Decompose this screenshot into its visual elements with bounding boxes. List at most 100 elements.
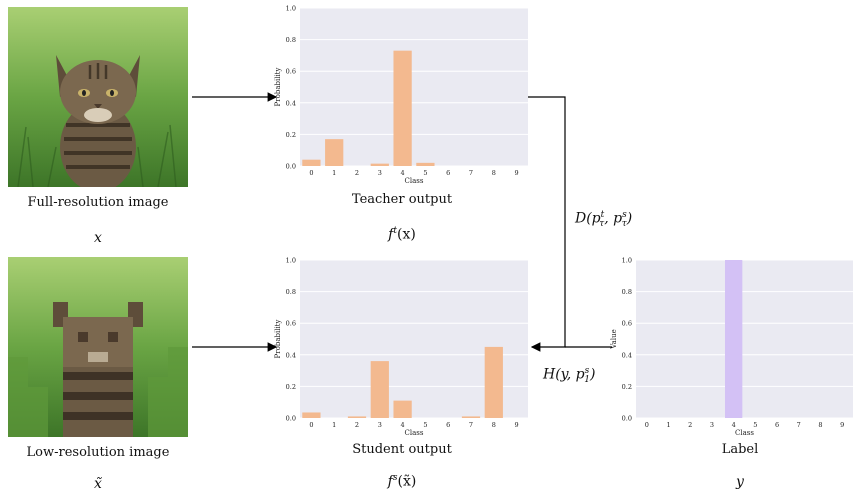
full-image-caption: Full-resolution image [27,195,169,210]
label-xtick-label: 6 [775,421,779,429]
ce-end: ) [589,366,596,383]
teacher-sup: t [393,226,397,236]
teacher-ylabel: Probability [274,68,282,107]
teacher-bar-3 [370,163,389,166]
student-bar-3 [370,361,389,418]
student-xtick-label: 2 [355,421,359,429]
student-ytick-label: 1.0 [286,257,296,265]
x-tilde-symbol: x̃ [94,476,102,492]
teacher-chart: 0.0 0.2 0.4 0.6 0.8 1.0 0 1 2 3 4 5 6 7 8 9 Class Probabi… [274,5,528,185]
teacher-bar-4 [393,50,412,166]
dl-mid: , p [604,210,623,227]
label-xtick-label: 2 [688,421,692,429]
student-ytick-label: 0.8 [286,288,296,296]
x-symbol: x [94,230,102,246]
teacher-xtick-label: 7 [469,169,473,177]
label-ylabel: Value [610,329,618,349]
label-chart: 0.0 0.2 0.4 0.6 0.8 1.0 0 1 2 3 4 5 6 7 8 9 Class Value [610,257,853,437]
teacher-xtick-label: 9 [515,169,519,177]
teacher-bar-0 [302,159,321,166]
student-sup: s [392,473,398,483]
teacher-fn: f [388,226,394,243]
student-chart: 0.0 0.2 0.4 0.6 0.8 1.0 0 1 2 3 4 5 6 7 8 9 Class Probabi… [274,257,528,437]
student-ytick-label: 0.6 [286,320,296,328]
teacher-xtick-label: 5 [423,169,427,177]
student-xtick-label: 3 [378,421,382,429]
label-xlabel: Class [735,429,754,437]
student-ytick-label: 0.2 [286,383,296,391]
student-xtick-label: 6 [446,421,450,429]
label-ytick-label: 0.6 [622,320,632,328]
student-ylabel: Probability [274,320,282,359]
student-xlabel: Class [405,429,424,437]
teacher-xtick-label: 2 [355,169,359,177]
label-xtick-label: 9 [840,421,844,429]
student-fn: f [387,473,393,490]
label-xtick-label: 3 [710,421,714,429]
dl-fn: D(p [575,210,601,227]
student-xtick-label: 1 [332,421,336,429]
label-ytick-label: 1.0 [622,257,632,265]
student-arg: (x̃) [397,473,417,490]
teacher-ytick-label: 0.6 [286,68,296,76]
student-ytick-label: 0.4 [286,351,296,359]
student-bar-2 [347,416,367,418]
teacher-ytick-label: 0.8 [286,36,296,44]
teacher-xtick-label: 3 [378,169,382,177]
student-xtick-label: 4 [401,421,405,429]
student-xtick-label: 7 [469,421,473,429]
teacher-xtick-label: 6 [446,169,450,177]
teacher-arg: (x) [396,226,416,243]
teacher-xtick-label: 8 [492,169,496,177]
teacher-ytick-label: 0.0 [286,163,296,171]
dl-sub1: τ [599,219,605,230]
student-function: fs(x̃) [296,473,508,490]
label-xtick-label: 5 [753,421,757,429]
teacher-bar-5 [416,162,435,166]
teacher-xtick-label: 0 [309,169,313,177]
student-caption: Student output [352,442,452,457]
y-symbol: y [736,474,744,490]
dl-sup2: s [622,210,627,220]
student-ytick-label: 0.0 [286,415,296,423]
teacher-xtick-label: 4 [401,169,405,177]
teacher-ytick-label: 0.4 [286,99,296,107]
student-xtick-label: 8 [492,421,496,429]
dl-sub2: τ [621,219,627,230]
student-xtick-label: 0 [309,421,313,429]
label-ytick-label: 0.0 [622,415,632,423]
student-bar-7 [461,416,481,418]
teacher-function: ft(x) [296,226,508,243]
teacher-xlabel: Class [405,177,424,185]
low-resolution-cat-image [8,257,188,437]
dl-sup1: t [600,210,605,220]
label-xtick-label: 4 [732,421,736,429]
label-xtick-label: 0 [645,421,649,429]
ce-sup: s [584,366,590,376]
label-caption: Label [721,442,759,457]
distillation-loss-label: D(ptτ, psτ) [575,210,632,229]
label-ytick-label: 0.8 [622,288,632,296]
label-bar-4 [724,260,743,418]
label-xtick-label: 7 [797,421,801,429]
arrow-teacher-to-student [528,96,566,352]
student-xtick-label: 9 [515,421,519,429]
teacher-ytick-label: 1.0 [286,5,296,13]
teacher-bar-1 [325,139,344,166]
label-ytick-label: 0.4 [622,351,632,359]
ce-fn: H(y, p [543,366,585,383]
cross-entropy-loss-label: H(y, ps1) [543,366,595,385]
full-resolution-cat-image [8,7,188,187]
teacher-caption: Teacher output [351,192,453,207]
label-xtick-label: 8 [818,421,822,429]
student-bar-8 [484,346,503,418]
label-xtick-label: 1 [666,421,670,429]
ce-sub: 1 [584,375,590,386]
teacher-xtick-label: 1 [332,169,336,177]
dl-end: ) [626,210,633,227]
teacher-ytick-label: 0.2 [286,131,296,139]
student-bar-0 [302,412,321,418]
student-bar-4 [393,400,412,418]
label-plot-area [636,260,853,418]
